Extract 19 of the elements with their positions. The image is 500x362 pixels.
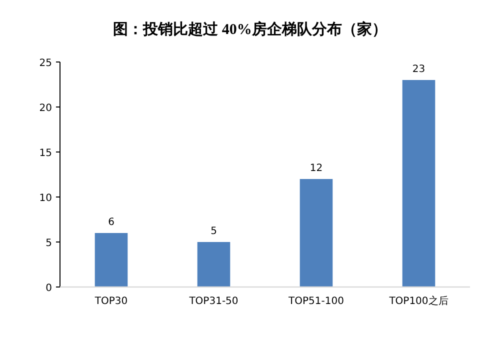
y-tick-label: 5 bbox=[46, 238, 52, 249]
data-label: 12 bbox=[310, 163, 323, 174]
y-tick-label: 25 bbox=[39, 58, 52, 69]
x-tick-label: TOP31-50 bbox=[188, 296, 238, 307]
y-tick-label: 0 bbox=[46, 283, 52, 294]
x-tick-label: TOP100之后 bbox=[388, 295, 448, 307]
x-tick-label: TOP30 bbox=[94, 296, 128, 307]
x-tick-label: TOP51-100 bbox=[288, 296, 344, 307]
y-tick-label: 10 bbox=[39, 193, 52, 204]
bar bbox=[197, 242, 230, 287]
bar bbox=[94, 233, 128, 287]
data-label: 23 bbox=[412, 64, 426, 75]
bar bbox=[300, 179, 333, 287]
bar bbox=[402, 80, 436, 287]
data-label: 6 bbox=[108, 217, 114, 228]
y-tick-label: 15 bbox=[39, 148, 52, 159]
y-tick-label: 20 bbox=[39, 103, 52, 114]
data-label: 5 bbox=[210, 226, 217, 237]
chart-title: 图：投销比超过 40%房企梯队分布（家） bbox=[113, 20, 387, 38]
